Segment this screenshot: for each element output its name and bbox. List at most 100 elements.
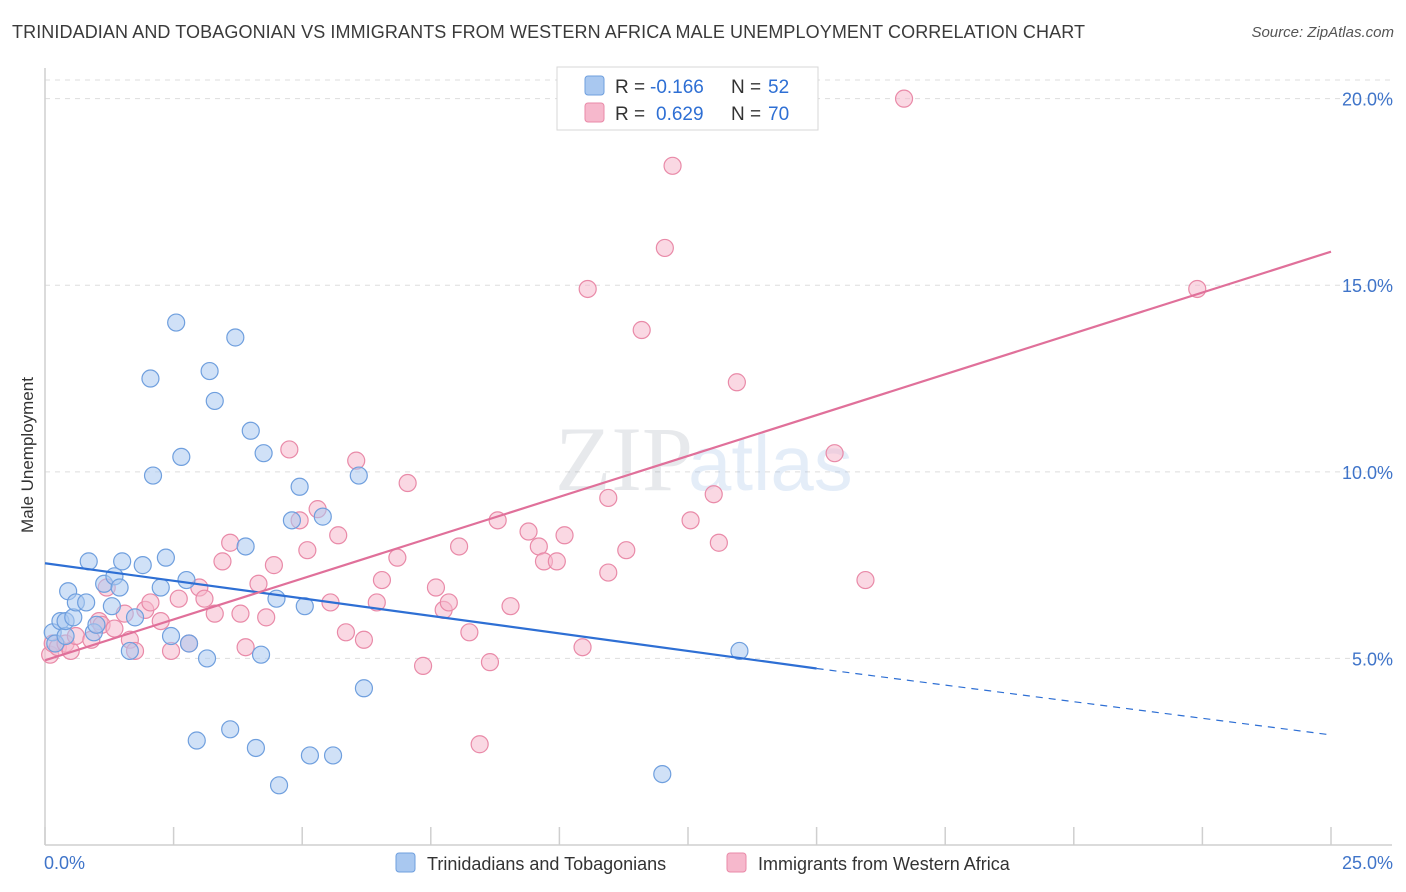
- grid-lines: [45, 79, 1392, 659]
- point-trinidadian: [179, 634, 199, 653]
- y-tick-label: 10.0%: [1342, 463, 1393, 483]
- legend-r-label-pink: R =: [615, 104, 645, 125]
- chart-title: TRINIDADIAN AND TOBAGONIAN VS IMMIGRANTS…: [12, 22, 1086, 42]
- point-trinidadian: [151, 578, 170, 597]
- axes: [44, 68, 1392, 846]
- legend-n-value-pink: 70: [768, 104, 789, 125]
- point-western-africa: [825, 444, 844, 463]
- point-western-africa: [480, 653, 500, 672]
- point-western-africa: [329, 526, 348, 545]
- point-western-africa: [264, 556, 284, 575]
- point-trinidadian: [205, 391, 224, 411]
- legend-r-value-blue: -0.166: [650, 77, 704, 98]
- point-western-africa: [367, 593, 386, 612]
- legend-bottom-swatch-pink: [726, 852, 747, 873]
- point-western-africa: [426, 578, 446, 597]
- point-trinidadian: [221, 720, 240, 739]
- point-trinidadian: [246, 738, 266, 758]
- point-western-africa: [141, 593, 160, 612]
- point-western-africa: [599, 563, 618, 582]
- source-label: Source: ZipAtlas.com: [1251, 24, 1394, 41]
- x-tick-label: 25.0%: [1342, 853, 1393, 873]
- point-trinidadian: [197, 649, 217, 668]
- point-trinidadian: [290, 477, 309, 496]
- point-trinidadian: [187, 731, 206, 750]
- trend-lines: [44, 250, 1332, 736]
- legend-bottom-label-blue: Trinidadians and Tobagonians: [427, 854, 666, 874]
- point-trinidadian: [143, 466, 163, 485]
- point-western-africa: [298, 541, 317, 560]
- point-trinidadian: [349, 466, 368, 485]
- point-western-africa: [257, 608, 276, 627]
- point-western-africa: [617, 541, 636, 560]
- legend-r-value-pink: 0.629: [656, 104, 704, 125]
- point-western-africa: [470, 735, 489, 754]
- point-western-africa: [709, 533, 728, 552]
- point-trinidadian: [156, 548, 175, 567]
- y-axis-label: Male Unemployment: [18, 377, 37, 533]
- point-trinidadian: [110, 578, 129, 597]
- point-western-africa: [578, 279, 597, 299]
- point-trinidadian: [254, 444, 273, 463]
- point-western-africa: [195, 589, 214, 608]
- point-western-africa: [894, 89, 914, 108]
- point-trinidadian: [200, 361, 219, 381]
- point-trinidadian: [64, 608, 83, 627]
- point-western-africa: [460, 623, 479, 642]
- y-tick-label: 20.0%: [1342, 90, 1393, 110]
- point-trinidadian: [141, 369, 160, 388]
- point-western-africa: [236, 638, 255, 657]
- correlation-legend: R = -0.166 N = 52 R = 0.629 N = 70: [556, 66, 819, 131]
- point-trinidadian: [226, 328, 245, 347]
- point-trinidadian: [282, 511, 302, 530]
- point-trinidadian: [125, 608, 145, 627]
- point-trinidadian: [267, 589, 286, 608]
- point-western-africa: [336, 623, 356, 642]
- point-western-africa: [555, 526, 574, 545]
- point-trinidadian: [730, 641, 749, 661]
- legend-n-label-pink: N =: [731, 104, 761, 125]
- y-tick-label: 15.0%: [1342, 276, 1393, 296]
- legend-n-label-blue: N =: [731, 77, 761, 98]
- point-trinidadian: [300, 746, 320, 765]
- point-western-africa: [213, 552, 232, 571]
- point-western-africa: [681, 511, 700, 530]
- point-trinidadian: [354, 679, 374, 698]
- point-western-africa: [205, 604, 224, 623]
- point-western-africa: [632, 320, 651, 340]
- point-trinidadian: [133, 556, 152, 575]
- point-western-africa: [388, 548, 407, 567]
- y-tick-label: 5.0%: [1352, 649, 1393, 669]
- point-trinidadian: [241, 421, 260, 440]
- point-western-africa: [704, 485, 723, 504]
- watermark: ZIP atlas: [555, 408, 853, 510]
- point-western-africa: [372, 570, 392, 590]
- legend-bottom-label-pink: Immigrants from Western Africa: [758, 854, 1011, 874]
- legend-r-label-blue: R =: [615, 77, 645, 98]
- point-western-africa: [398, 473, 417, 493]
- point-trinidadian: [161, 626, 181, 646]
- point-western-africa: [727, 373, 746, 392]
- point-trinidadian: [323, 746, 343, 765]
- point-trinidadian: [102, 597, 121, 616]
- point-trinidadian: [77, 593, 96, 612]
- point-western-africa: [413, 656, 433, 675]
- point-western-africa: [105, 619, 124, 638]
- trend-line-trinidadian: [44, 562, 817, 670]
- series-immigrants-western-africa: [41, 89, 1207, 754]
- point-trinidadian: [269, 776, 289, 795]
- point-trinidadian: [313, 507, 332, 526]
- point-western-africa: [599, 488, 618, 508]
- point-western-africa: [573, 638, 592, 657]
- point-western-africa: [547, 552, 566, 571]
- watermark-zip: ZIP: [555, 408, 693, 510]
- point-trinidadian: [120, 641, 139, 661]
- trend-line-trinidadian-extension: [816, 667, 1332, 736]
- point-trinidadian: [251, 645, 271, 664]
- point-western-africa: [439, 593, 458, 612]
- tick-labels: 5.0% 10.0% 15.0% 20.0% 0.0% 25.0%: [44, 90, 1393, 873]
- point-trinidadian: [177, 570, 196, 590]
- point-western-africa: [280, 440, 299, 459]
- legend-n-value-blue: 52: [768, 77, 789, 98]
